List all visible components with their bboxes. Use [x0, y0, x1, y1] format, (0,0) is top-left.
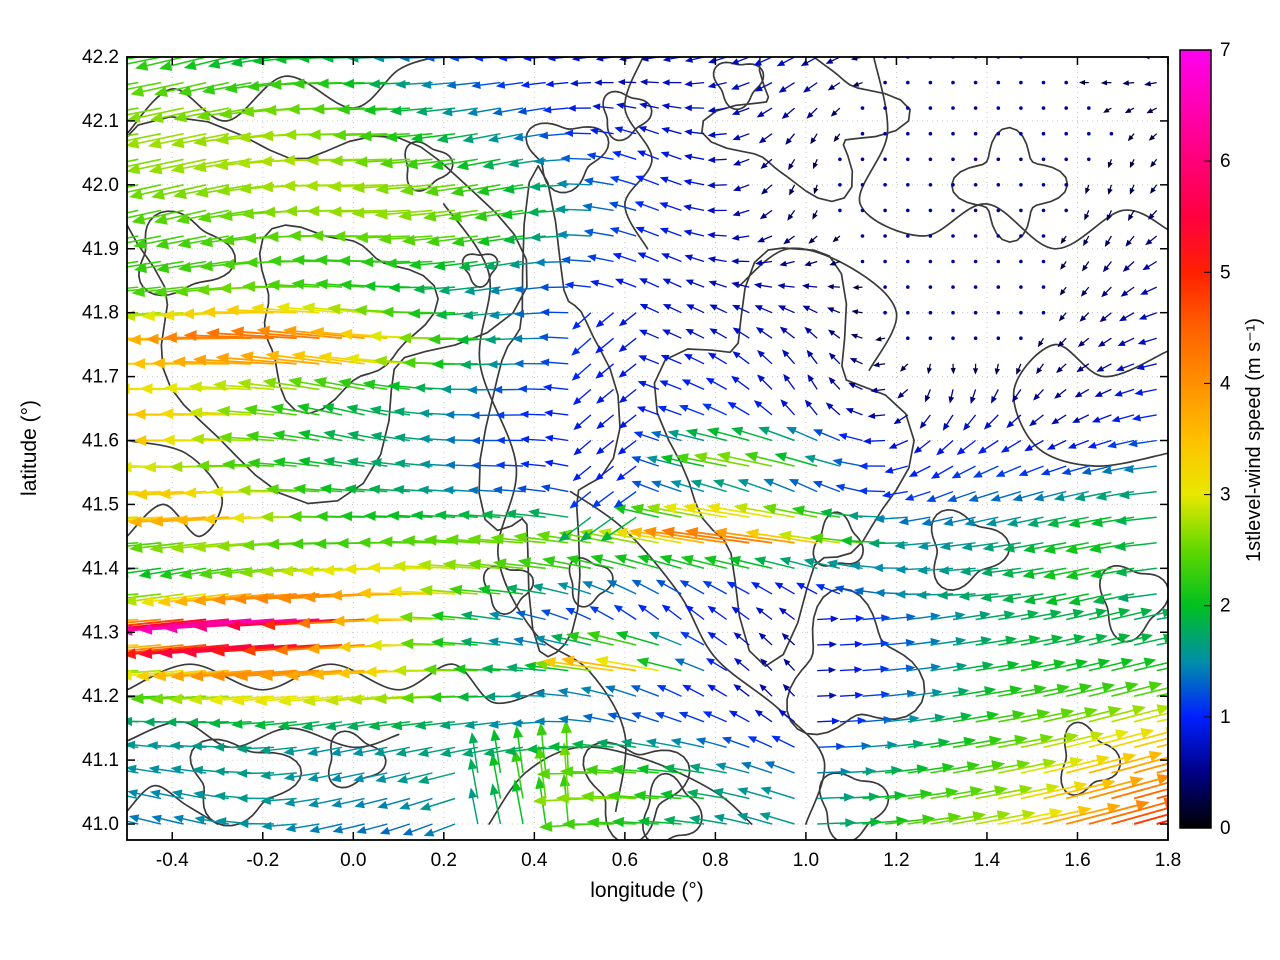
y-tick-label: 42.2 — [82, 47, 119, 68]
colorbar-tick-label: 4 — [1220, 373, 1231, 394]
x-tick-label: 1.4 — [974, 850, 1001, 871]
x-tick-label: 1.0 — [793, 850, 819, 871]
colorbar-gradient — [1179, 49, 1212, 829]
y-tick-label: 41.4 — [82, 558, 119, 579]
y-tick-label: 42.1 — [82, 111, 119, 132]
y-axis-label: latitude (°) — [18, 400, 41, 496]
y-tick-label: 41.0 — [82, 814, 119, 835]
y-tick-label: 42.0 — [82, 175, 119, 196]
axes-frame — [126, 56, 1169, 841]
y-tick-label: 41.6 — [82, 431, 119, 452]
x-tick-label: 0.8 — [702, 850, 728, 871]
colorbar-tick-label: 2 — [1220, 596, 1231, 617]
y-tick-label: 41.7 — [82, 367, 119, 388]
colorbar-tick-label: 1 — [1220, 707, 1231, 728]
y-tick-label: 41.3 — [82, 622, 119, 643]
colorbar-tick-label: 6 — [1220, 151, 1231, 172]
wind-vector-field — [127, 57, 1168, 837]
colorbar-tick-label: 5 — [1220, 262, 1231, 283]
colorbar-tick-label: 3 — [1220, 485, 1231, 506]
x-tick-label: 0.4 — [521, 850, 548, 871]
y-tick-label: 41.2 — [82, 686, 119, 707]
x-axis-label: longitude (°) — [590, 879, 703, 902]
y-tick-label: 41.9 — [82, 239, 119, 260]
y-tick-label: 41.8 — [82, 303, 119, 324]
x-tick-label: 0.0 — [340, 850, 366, 871]
colorbar-tick-label: 7 — [1220, 40, 1231, 61]
x-tick-label: -0.2 — [246, 850, 279, 871]
tick-labels: -0.4 -0.2 0.0 0.2 0.4 0.6 0.8 1.0 1.2 1.4 1.6 1.8 41… — [82, 47, 1181, 871]
colorbar-tick-label: 0 — [1220, 818, 1231, 839]
x-tick-label: -0.4 — [156, 850, 189, 871]
colorbar-label: 1stlevel-wind speed (m s⁻¹) — [1243, 318, 1265, 562]
x-tick-label: 1.2 — [883, 850, 909, 871]
colorbar: 0 1 2 3 4 5 6 7 — [1179, 40, 1231, 839]
y-tick-label: 41.1 — [82, 750, 119, 771]
x-tick-label: 1.6 — [1064, 850, 1090, 871]
x-tick-label: 0.2 — [431, 850, 457, 871]
x-tick-label: 1.8 — [1155, 850, 1181, 871]
x-tick-label: 0.6 — [612, 850, 638, 871]
y-tick-label: 41.5 — [82, 494, 119, 515]
